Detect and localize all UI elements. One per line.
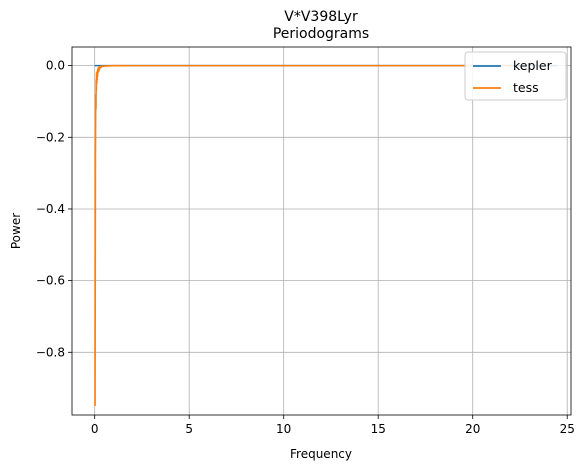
series-line-tess bbox=[94, 64, 511, 407]
legend-label-kepler: kepler bbox=[513, 58, 553, 73]
x-tick-label: 10 bbox=[276, 422, 291, 436]
y-axis-ticks: 0.0 −0.2 −0.4 −0.6 −0.8 bbox=[36, 59, 72, 359]
plot-frame bbox=[71, 46, 572, 416]
y-tick-label: −0.8 bbox=[36, 345, 65, 359]
x-axis-ticks: 0 5 10 15 20 25 bbox=[91, 415, 575, 436]
chart-subtitle: Periodograms bbox=[273, 26, 369, 42]
grid bbox=[72, 47, 571, 415]
x-tick-label: 25 bbox=[560, 422, 575, 436]
y-tick-label: 0.0 bbox=[46, 59, 65, 73]
x-tick-label: 20 bbox=[465, 422, 480, 436]
y-axis-label: Power bbox=[9, 213, 23, 249]
y-tick-label: −0.6 bbox=[36, 274, 65, 288]
series-layer bbox=[94, 64, 558, 407]
y-tick-label: −0.4 bbox=[36, 202, 65, 216]
x-tick-label: 0 bbox=[91, 422, 99, 436]
x-axis-label: Frequency bbox=[290, 447, 352, 461]
plot-area bbox=[94, 64, 558, 407]
x-tick-label: 15 bbox=[371, 422, 386, 436]
x-tick-label: 5 bbox=[185, 422, 193, 436]
legend-label-tess: tess bbox=[513, 80, 539, 95]
legend: kepler tess bbox=[464, 51, 567, 101]
y-tick-label: −0.2 bbox=[36, 130, 65, 144]
chart-title: V*V398Lyr bbox=[284, 9, 358, 25]
